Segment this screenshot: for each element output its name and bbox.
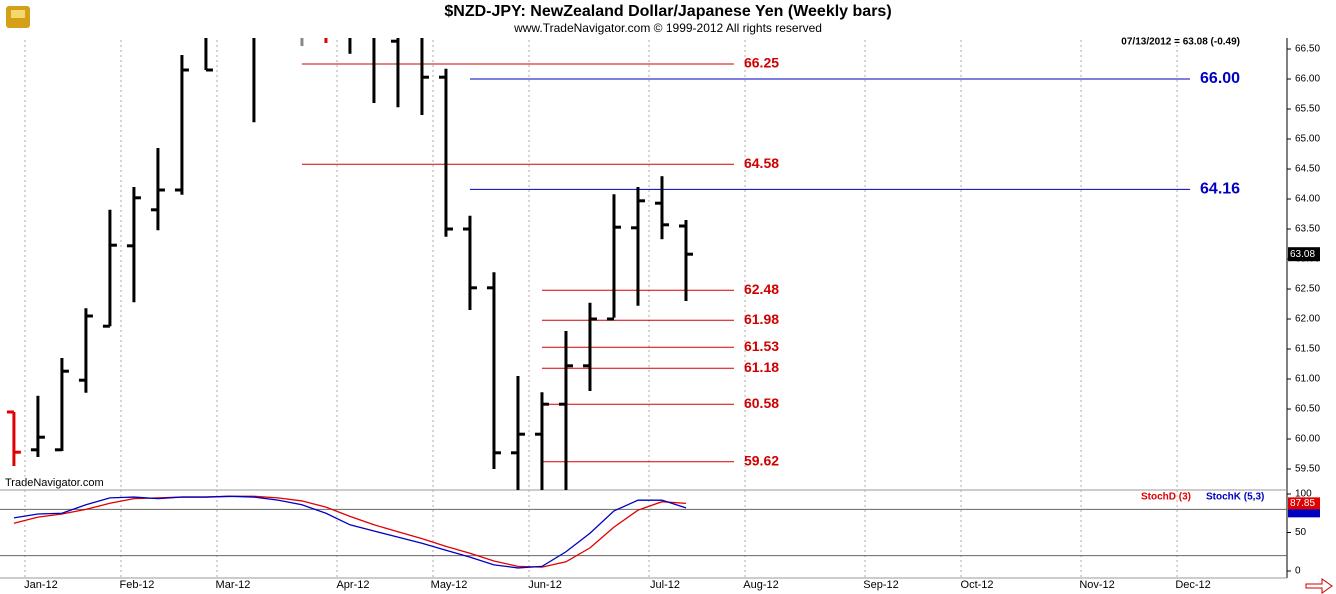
x-tick-label: Apr-12 [336,579,369,591]
y-tick-label: 59.50 [1295,464,1320,475]
y-tick-label: 65.00 [1295,134,1320,145]
x-tick-label: May-12 [431,579,468,591]
y-tick-label: 65.50 [1295,104,1320,115]
x-tick-label: Jan-12 [24,579,58,591]
level-label: 64.58 [744,155,779,171]
level-label: 59.62 [744,453,779,469]
x-tick-label: Mar-12 [216,579,251,591]
y-tick-label: 64.00 [1295,194,1320,205]
legend-entry: StochK (5,3) [1206,492,1264,503]
x-tick-label: Dec-12 [1175,579,1210,591]
y-tick-label: 66.00 [1295,74,1320,85]
subtitle: www.TradeNavigator.com © 1999-2012 All r… [513,21,822,35]
level-label: 66.25 [744,55,779,71]
scroll-arrow[interactable] [1305,578,1333,594]
logo [6,6,30,28]
x-tick-label: Feb-12 [120,579,155,591]
x-tick-label: Aug-12 [743,579,778,591]
last-price-box [1288,247,1320,262]
last-value-box [1288,497,1320,510]
x-tick-label: Jul-12 [650,579,680,591]
x-tick-label: Oct-12 [961,579,994,591]
level-label: 61.53 [744,338,779,354]
chart-title: $NZD-JPY: NewZealand Dollar/Japanese Yen… [444,3,891,20]
y-tick-label: 60.00 [1295,434,1320,445]
y-tick-label: 62.50 [1295,284,1320,295]
legend-entry: StochD (3) [1141,492,1191,503]
y-tick-label: 61.00 [1295,374,1320,385]
x-tick-label: Sep-12 [863,579,898,591]
stoch-line [13,495,687,569]
x-tick-label: Jun-12 [528,579,562,591]
level-label: 66.00 [1200,70,1240,87]
y-tick-label: 62.00 [1295,314,1320,325]
price-bars [6,38,693,490]
watermark: TradeNavigator.com [5,477,104,489]
y-tick-label: 64.50 [1295,164,1320,175]
y-tick-label: 63.50 [1295,224,1320,235]
status: 07/13/2012 = 63.08 (-0.49) [1121,37,1240,48]
level-label: 64.16 [1200,181,1240,198]
y-tick-label: 60.50 [1295,404,1320,415]
y2-tick-label: 100 [1295,489,1312,500]
level-label: 61.98 [744,311,779,327]
y2-tick-label: 0 [1295,566,1301,577]
level-label: 60.58 [744,395,779,411]
last-value-label: 87.85 [1290,498,1315,509]
level-label: 61.18 [744,359,779,375]
stoch-line [13,495,687,568]
y-tick-label: 66.50 [1295,44,1320,55]
last-price-label: 63.08 [1290,249,1315,260]
x-tick-label: Nov-12 [1079,579,1114,591]
level-label: 62.48 [744,281,779,297]
last-value-box [1288,505,1320,518]
y2-tick-label: 50 [1295,527,1307,538]
y-tick-label: 61.50 [1295,344,1320,355]
